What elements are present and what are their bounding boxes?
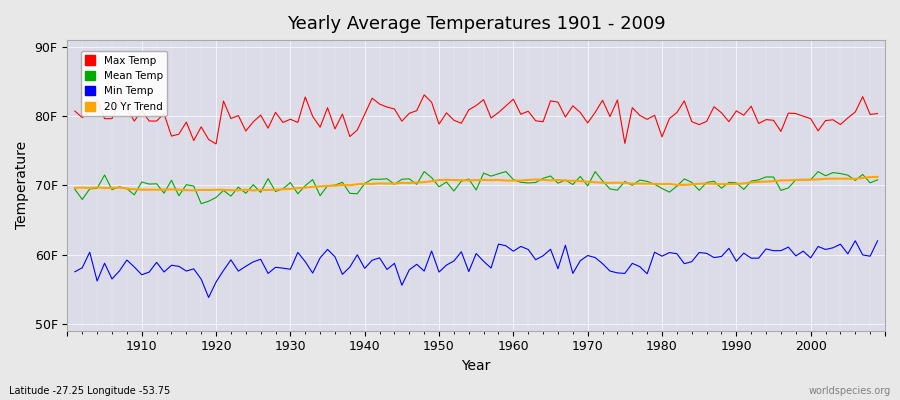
Y-axis label: Temperature: Temperature <box>15 141 29 230</box>
Title: Yearly Average Temperatures 1901 - 2009: Yearly Average Temperatures 1901 - 2009 <box>287 15 665 33</box>
X-axis label: Year: Year <box>462 359 490 373</box>
Text: Latitude -27.25 Longitude -53.75: Latitude -27.25 Longitude -53.75 <box>9 386 170 396</box>
Text: worldspecies.org: worldspecies.org <box>809 386 891 396</box>
Legend: Max Temp, Mean Temp, Min Temp, 20 Yr Trend: Max Temp, Mean Temp, Min Temp, 20 Yr Tre… <box>81 51 167 116</box>
